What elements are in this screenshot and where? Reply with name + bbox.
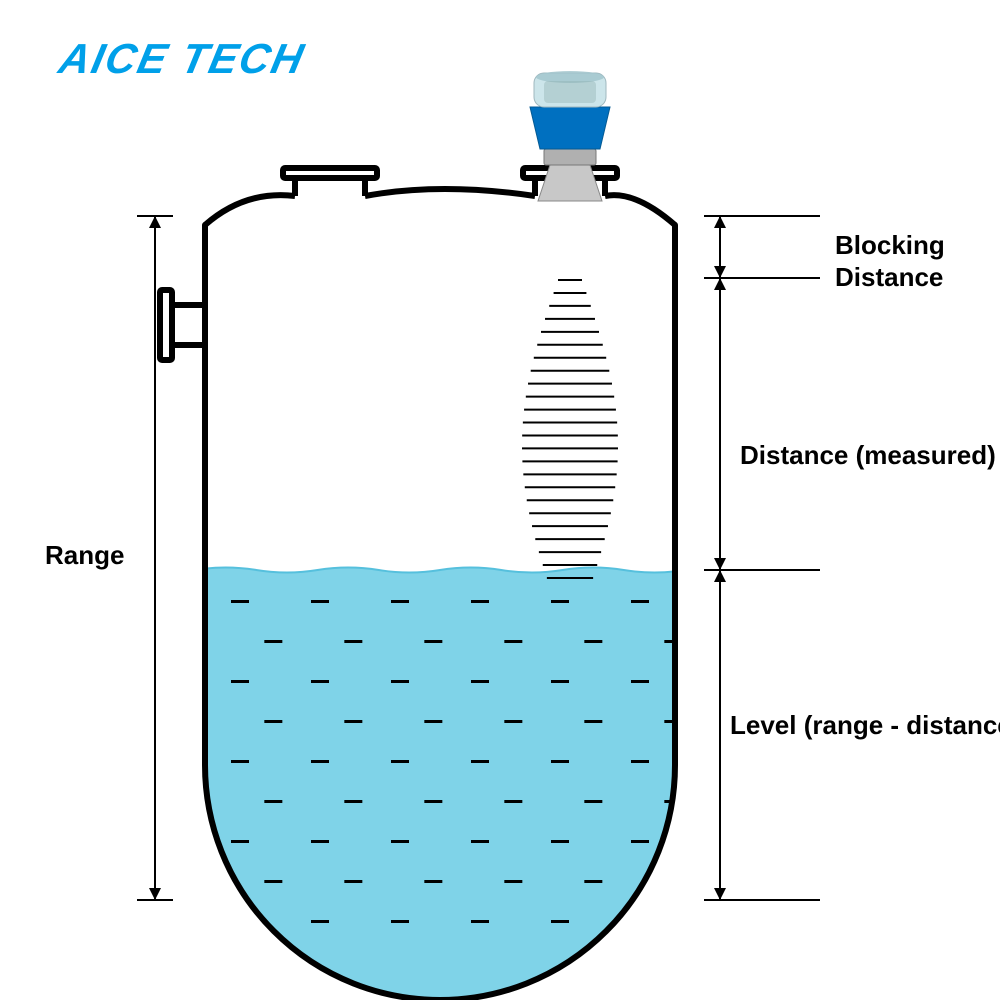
label-blocking-2: Distance [835, 262, 943, 293]
label-distance: Distance (measured) [740, 440, 996, 471]
label-blocking-1: Blocking [835, 230, 945, 261]
label-range: Range [45, 540, 124, 571]
label-level: Level (range - distance) [730, 710, 1000, 741]
diagram-svg [0, 0, 1000, 1000]
brand-logo: AICE TECH [55, 35, 310, 83]
